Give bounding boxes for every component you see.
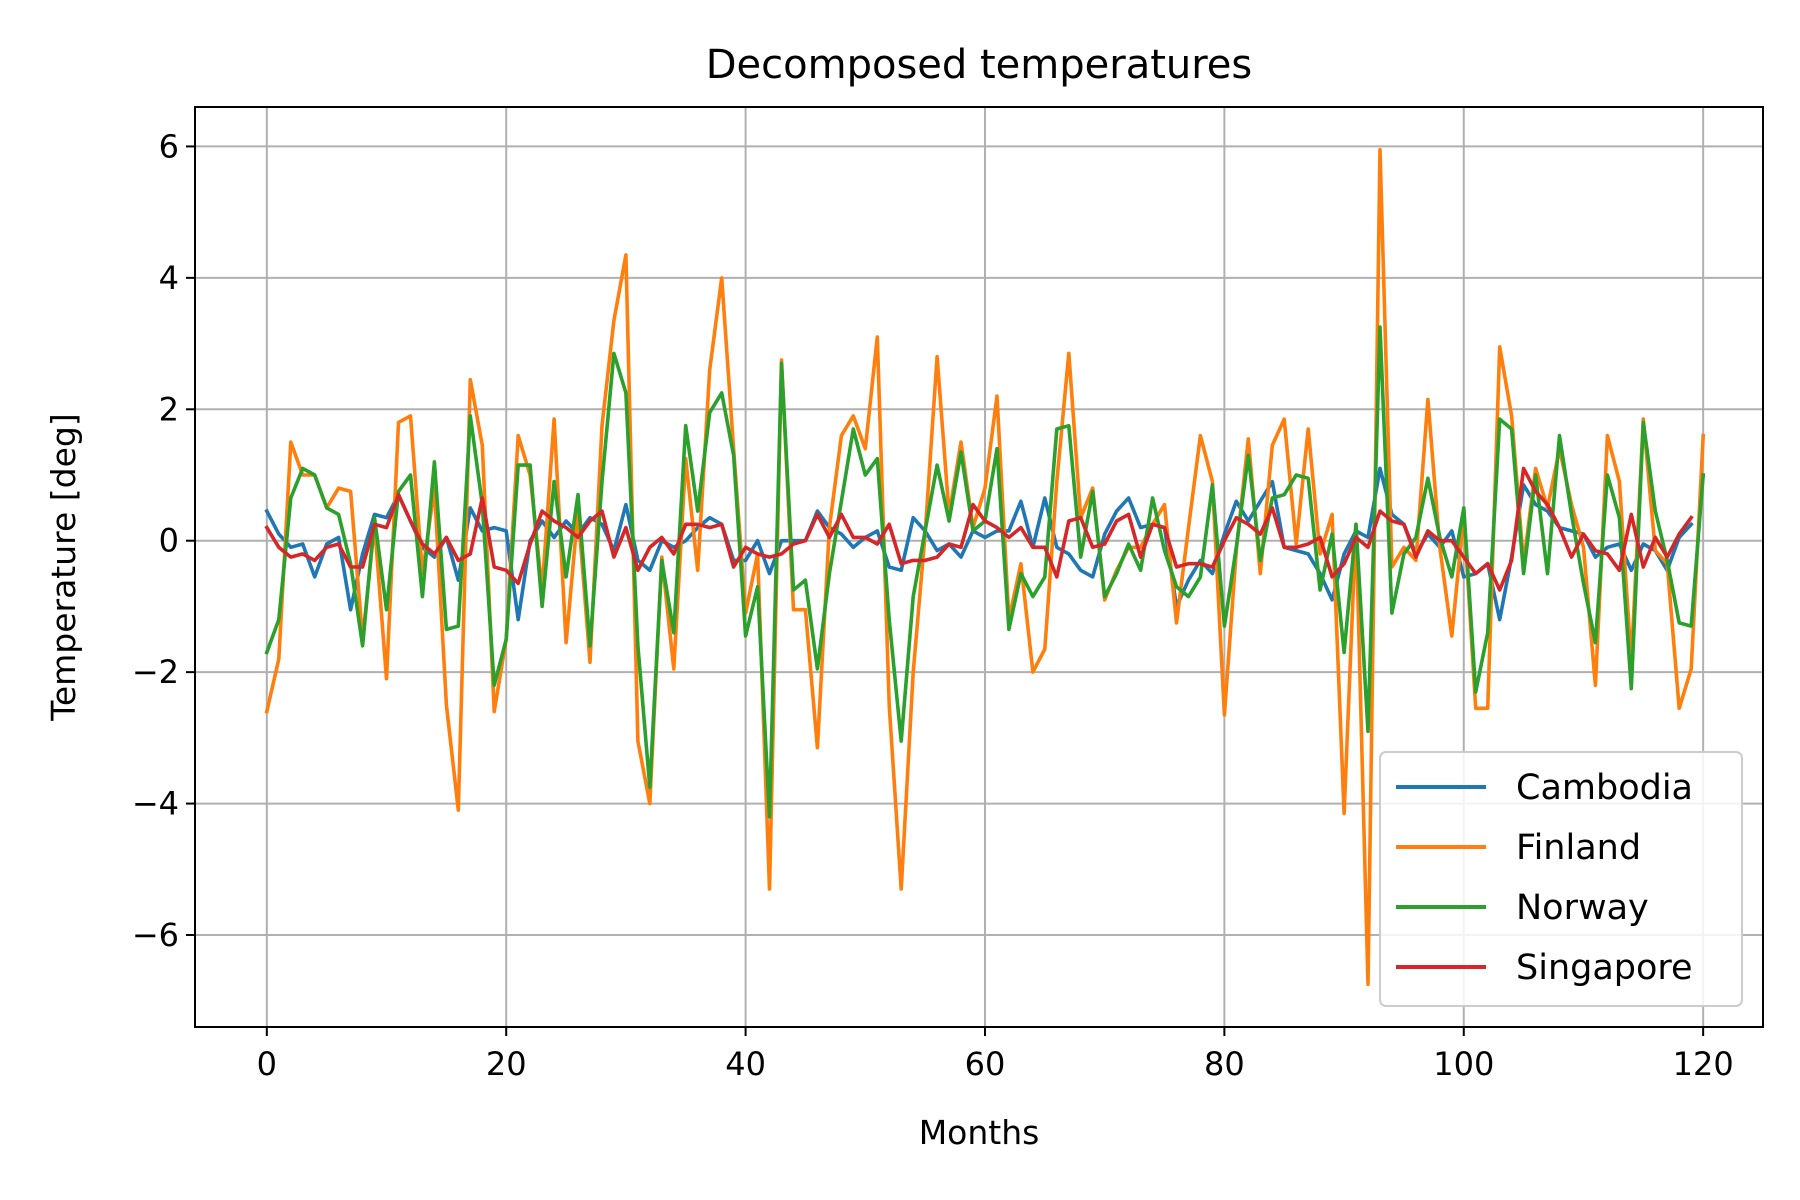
x-tick-label: 0 — [257, 1045, 277, 1083]
legend-label-cambodia: Cambodia — [1516, 768, 1693, 808]
legend-label-norway: Norway — [1516, 888, 1649, 928]
x-tick-label: 60 — [965, 1045, 1006, 1083]
x-axis-label: Months — [919, 1113, 1040, 1152]
y-tick-label: −4 — [132, 785, 179, 823]
y-axis-label: Temperature [deg] — [44, 413, 83, 721]
x-tick-label: 120 — [1673, 1045, 1734, 1083]
x-tick-label: 40 — [725, 1045, 766, 1083]
axis-ticks: 0 20 40 60 80 100 120 −6 −4 −2 0 2 4 6 — [132, 127, 1734, 1083]
y-tick-label: −2 — [132, 653, 179, 691]
series-line-singapore — [264, 466, 1694, 592]
series-lines — [264, 147, 1706, 987]
series-line-cambodia — [264, 466, 1694, 622]
legend: Cambodia Finland Norway Singapore — [1379, 751, 1743, 1007]
y-tick-label: 6 — [159, 127, 179, 165]
y-tick-label: −6 — [132, 916, 179, 954]
x-tick-label: 100 — [1433, 1045, 1494, 1083]
legend-box — [1379, 751, 1743, 1007]
plot-frame — [194, 106, 1764, 1028]
y-tick-label: 2 — [159, 390, 179, 428]
grid — [195, 107, 1763, 1027]
x-tick-label: 20 — [486, 1045, 527, 1083]
legend-label-finland: Finland — [1516, 828, 1641, 868]
y-tick-label: 4 — [159, 259, 179, 297]
y-tick-label: 0 — [159, 522, 179, 560]
x-tick-label: 80 — [1204, 1045, 1245, 1083]
chart-title: Decomposed temperatures — [706, 42, 1253, 88]
legend-label-singapore: Singapore — [1516, 948, 1693, 988]
